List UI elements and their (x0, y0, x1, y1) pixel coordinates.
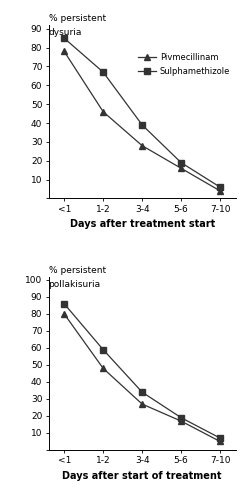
Text: % persistent: % persistent (49, 266, 106, 275)
X-axis label: Days after start of treatment: Days after start of treatment (62, 471, 222, 481)
Text: % persistent: % persistent (49, 14, 106, 24)
Legend: Pivmecillinam, Sulphamethizole: Pivmecillinam, Sulphamethizole (135, 50, 234, 80)
Text: pollakisuria: pollakisuria (49, 280, 101, 288)
Text: dysuria: dysuria (49, 28, 82, 37)
X-axis label: Days after treatment start: Days after treatment start (69, 220, 215, 230)
